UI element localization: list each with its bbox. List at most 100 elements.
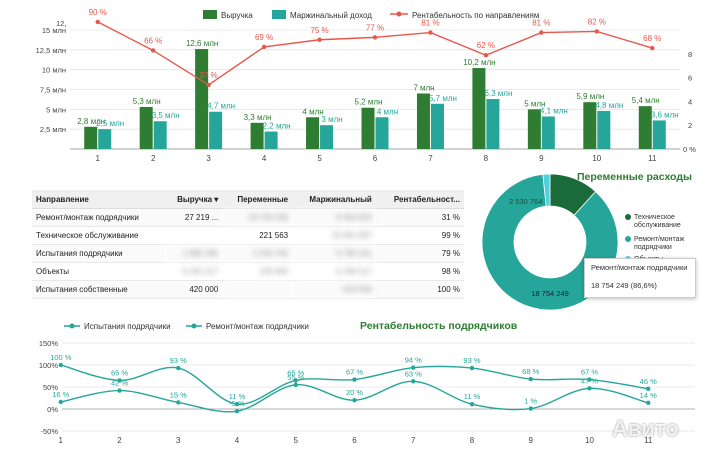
repair-data-label: 63 % — [405, 369, 422, 378]
table-header-margin[interactable]: Маржинальный — [292, 190, 376, 209]
row-variable: 18 754 249 — [222, 208, 293, 227]
repair-point — [352, 398, 357, 403]
y-tick-label: -50% — [40, 427, 58, 436]
legend-repair-marker — [191, 323, 197, 329]
revenue-data-label: 12,6 млн — [186, 39, 218, 48]
margin-bar — [486, 99, 500, 149]
table-row: Ремонт/монтаж подрядчики 27 219 ... 18 7… — [32, 208, 464, 227]
repair-point — [528, 406, 533, 411]
tooltip-value: 18 754 249 (86,6%) — [591, 281, 657, 290]
row-profitability: 31 % — [375, 208, 464, 227]
row-name: Испытания подрядчики — [32, 244, 164, 263]
repair-data-label: -5 % — [229, 399, 245, 408]
profit-point — [261, 44, 267, 50]
revenue-bar — [638, 106, 652, 149]
margin-data-label: 2,2 млн — [263, 122, 291, 131]
row-name: Техническое обслуживание — [32, 226, 164, 245]
revenue-data-label: 4 млн — [302, 107, 323, 116]
donut-slices — [481, 173, 619, 310]
revenue-bar — [416, 93, 430, 149]
bottom-chart-title: Рентабельность подрядчиков — [360, 320, 518, 332]
repair-point — [411, 379, 416, 384]
legend-revenue-label: Выручка — [221, 11, 253, 20]
repair-point — [587, 386, 592, 391]
sort-arrow-icon[interactable]: ▾ — [214, 194, 219, 204]
repair-point — [469, 401, 475, 407]
margin-bar — [541, 116, 555, 149]
x-tick-label: 9 — [539, 154, 544, 163]
revenue-data-label: 5,9 млн — [576, 92, 604, 101]
row-revenue: 6 241 517 — [163, 262, 223, 281]
repair-point — [176, 400, 181, 405]
table-row: Объекты 6 241 517 135 000 6 106 517 98 % — [32, 262, 464, 281]
profit-point — [206, 82, 211, 88]
row-margin: 8 464 920 — [292, 208, 376, 227]
y-tick-label: 5 млн — [46, 105, 66, 114]
repair-data-label: 15 % — [170, 390, 187, 399]
legend-repair-label: Ремонт/монтаж подрядчики — [206, 322, 309, 331]
revenue-bar — [139, 106, 153, 149]
y-tick-label: 50% — [43, 383, 58, 392]
margin-bar — [597, 110, 611, 149]
legend-profit-marker — [396, 11, 402, 17]
repair-point — [117, 388, 122, 393]
row-name: Испытания собственные — [32, 280, 164, 299]
legend-maintenance-dot — [625, 214, 631, 220]
row-revenue: 1 890 180 — [163, 244, 223, 263]
revenue-data-label: 5 млн — [524, 99, 545, 108]
revenue-bar — [472, 68, 486, 149]
tests-point — [58, 362, 63, 368]
repair-point — [293, 382, 298, 387]
profit-data-label: 75 % — [310, 26, 328, 35]
revenue-data-label: 7 млн — [413, 83, 434, 92]
margin-bar — [430, 103, 444, 149]
donut-slice[interactable] — [542, 173, 551, 207]
row-profitability: 79 % — [375, 244, 464, 263]
tests-point — [587, 377, 592, 382]
profit-data-label: 66 % — [144, 36, 162, 45]
revenue-bar — [583, 102, 597, 149]
margin-data-label: 4 млн — [377, 107, 398, 116]
top-chart-line: 90 % 66 % 37 % 69 % 75 % 77 % 81 % 62 % 81 % 82 %… — [89, 8, 661, 88]
margin-data-label: 3,6 млн — [651, 110, 679, 119]
margin-bar — [209, 111, 223, 149]
margin-data-label: 4,7 млн — [207, 102, 235, 111]
x-tick-label: 2 — [117, 436, 122, 445]
margin-bar — [320, 125, 334, 149]
repair-point — [234, 409, 240, 414]
margin-data-label: 4,8 млн — [595, 101, 623, 110]
y-tick-label: 2,5 млн — [40, 125, 66, 134]
y2-tick-label: 6 — [688, 74, 692, 83]
bottom-chart-legend: Испытания подрядчики Ремонт/монтаж подряд… — [64, 320, 518, 332]
row-revenue: 27 219 ... — [163, 208, 223, 227]
revenue-data-label: 5,4 млн — [632, 96, 660, 105]
donut-title: Переменные расходы — [577, 171, 692, 183]
top-chart-legend: Выручка Маржинальный доход Рентабельность … — [203, 10, 539, 20]
y-tick-label: 100% — [39, 361, 59, 370]
tests-data-label: 94 % — [405, 356, 422, 365]
legend-maintenance-label-2: обслуживание — [634, 221, 681, 229]
tests-data-label: 67 % — [346, 368, 363, 377]
bottom-chart-axes: -50% 0% 50% 100% 150% 1 2 3 4 5 6 7 8 9 10 11 — [39, 339, 695, 445]
table-header-profitability[interactable]: Рентабельност... — [375, 190, 464, 209]
table-header-direction[interactable]: Направление — [32, 190, 164, 209]
tests-point — [352, 377, 357, 382]
row-revenue: 420 000 — [163, 280, 223, 299]
profit-point — [150, 48, 156, 53]
margin-bar — [652, 120, 666, 149]
table-header-revenue[interactable]: Выручка ▾ — [163, 190, 223, 209]
slice-label-repair: 18 754 249 — [531, 289, 569, 298]
table-header-variable[interactable]: Переменные — [222, 190, 293, 209]
row-variable: 2 530 764 — [222, 244, 293, 263]
y2-bottom-label: 0 % — [683, 145, 696, 154]
tests-point — [293, 378, 298, 383]
tests-data-label: 11 % — [229, 392, 246, 401]
profit-data-label: 90 % — [89, 8, 107, 17]
margin-bar — [264, 131, 278, 149]
x-tick-label: 10 — [585, 436, 594, 445]
legend-tests-marker — [69, 323, 75, 329]
revenue-data-label: 5,3 млн — [133, 97, 161, 106]
margin-data-label: 2,5 млн — [96, 119, 124, 128]
tests-data-label: 67 % — [581, 368, 598, 377]
y2-tick-label: 4 — [688, 97, 692, 106]
